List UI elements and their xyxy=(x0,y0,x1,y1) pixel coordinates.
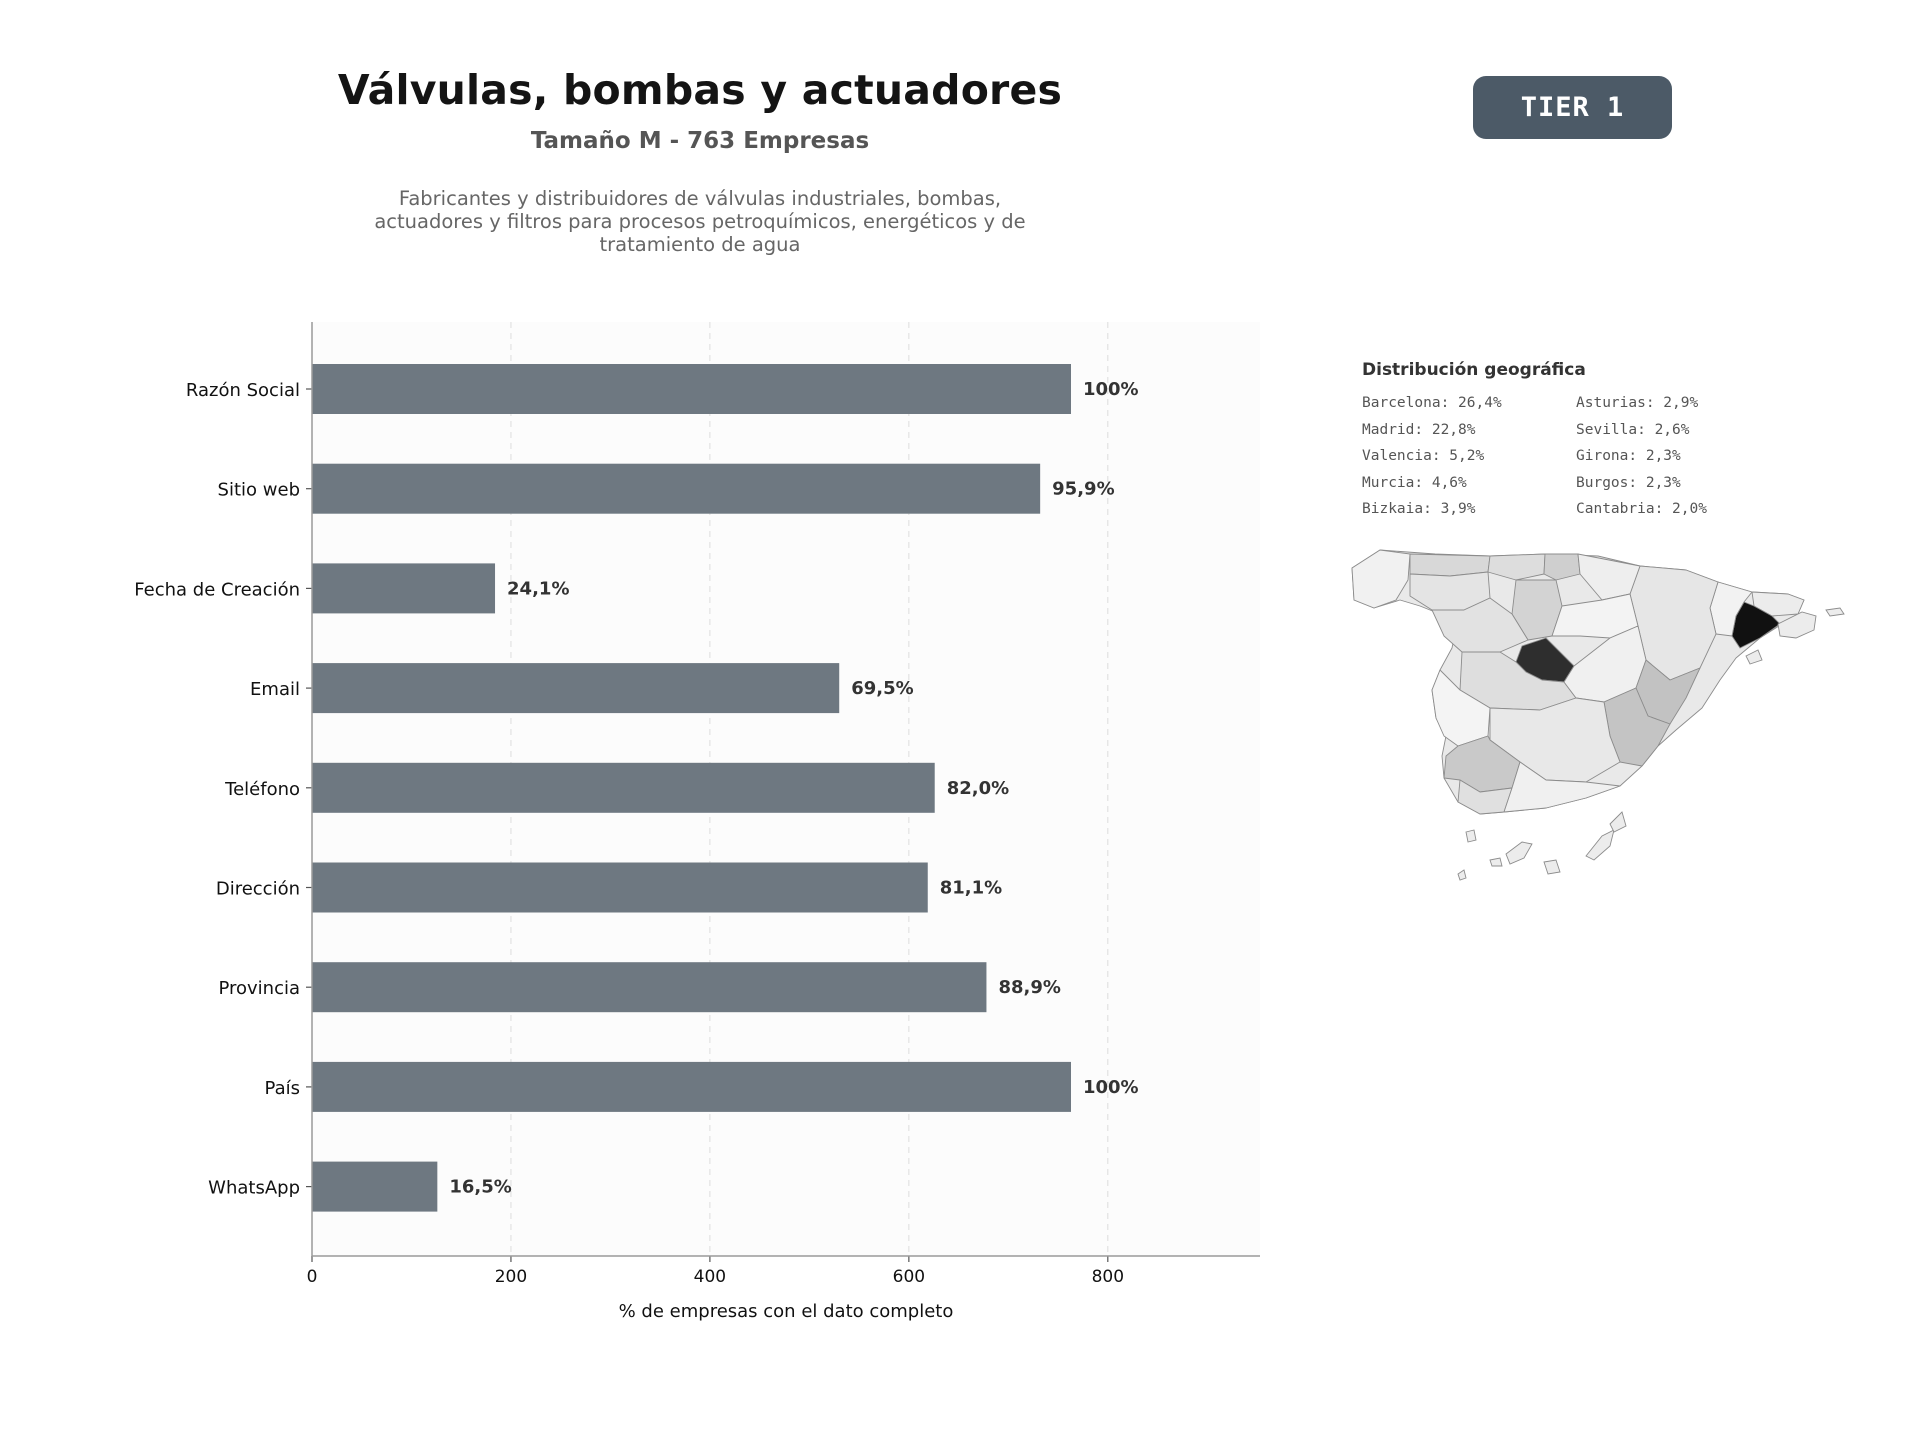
geo-item: Cantabria: 2,0% xyxy=(1576,501,1707,517)
bar xyxy=(312,563,496,614)
spain-provinces-map xyxy=(1351,549,1845,881)
map-mallorca xyxy=(1777,611,1817,639)
bar xyxy=(312,962,987,1013)
geo-item: Burgos: 2,3% xyxy=(1576,474,1681,491)
map-ibiza xyxy=(1745,649,1763,665)
map-canary-d xyxy=(1543,859,1561,875)
category-label: WhatsApp xyxy=(208,1178,300,1199)
x-tick-label: 200 xyxy=(495,1267,527,1287)
map-canary-a xyxy=(1465,829,1477,843)
sector-description: Fabricantes y distribuidores de válvulas… xyxy=(374,187,1026,256)
category-label: Sitio web xyxy=(218,480,300,501)
category-label: Teléfono xyxy=(224,779,300,800)
bar xyxy=(312,1161,438,1212)
geo-item: Valencia: 5,2% xyxy=(1362,448,1485,464)
geo-item: Asturias: 2,9% xyxy=(1576,395,1699,411)
category-label: Provincia xyxy=(218,978,300,999)
geo-item: Barcelona: 26,4% xyxy=(1362,395,1502,411)
map-canary-g xyxy=(1457,869,1467,881)
x-tick-label: 400 xyxy=(694,1267,726,1287)
completeness-bar-chart: 100% 95,9% 24,1% 69,5% 82,0% 81,1% 88,9% 100% 16… xyxy=(134,322,1260,1322)
bar xyxy=(312,364,1071,414)
geo-item: Sevilla: 2,6% xyxy=(1576,421,1690,438)
tier-badge: TIER 1 xyxy=(1473,76,1672,139)
bar-data-label: 88,9% xyxy=(998,977,1060,998)
x-tick-label: 800 xyxy=(1092,1267,1124,1287)
map-cantabria xyxy=(1487,553,1546,581)
bars xyxy=(312,364,1071,1212)
page-subtitle: Tamaño M - 763 Empresas xyxy=(530,128,870,154)
map-canary-c xyxy=(1505,841,1533,865)
bar-data-label: 16,5% xyxy=(449,1177,511,1198)
bar xyxy=(312,762,935,813)
page-title: Válvulas, bombas y actuadores xyxy=(337,66,1063,114)
x-tick-label: 600 xyxy=(893,1267,925,1287)
bar xyxy=(312,862,928,913)
category-labels: Razón Social Sitio web Fecha de Creación Em… xyxy=(134,380,312,1199)
bar-data-label: 82,0% xyxy=(947,778,1009,799)
category-label: Email xyxy=(250,679,300,700)
bar xyxy=(312,663,840,714)
category-label: País xyxy=(265,1078,300,1099)
map-canary-f xyxy=(1609,811,1627,833)
bar xyxy=(312,463,1041,514)
geo-item: Girona: 2,3% xyxy=(1576,448,1681,464)
bar-data-label: 95,9% xyxy=(1052,479,1114,500)
map-menorca xyxy=(1825,607,1845,617)
category-label: Dirección xyxy=(216,879,300,900)
map-canary-b xyxy=(1489,857,1503,867)
geo-item: Madrid: 22,8% xyxy=(1362,421,1476,438)
bar-data-label: 81,1% xyxy=(940,878,1002,899)
geo-list: Barcelona: 26,4% Asturias: 2,9% Madrid: … xyxy=(1362,395,1782,519)
map-galicia xyxy=(1351,549,1411,609)
map-bizkaia xyxy=(1543,553,1581,581)
x-axis-label: % de empresas con el dato completo xyxy=(619,1301,954,1322)
bar-data-label: 100% xyxy=(1083,1077,1139,1098)
geo-item: Bizkaia: 3,9% xyxy=(1362,501,1476,517)
bar-data-label: 24,1% xyxy=(507,578,569,599)
category-label: Fecha de Creación xyxy=(134,579,300,600)
map-canary-e xyxy=(1585,829,1615,861)
category-label: Razón Social xyxy=(186,380,300,401)
bar xyxy=(312,1061,1071,1112)
x-tick-label: 0 xyxy=(307,1267,318,1287)
geo-distribution-panel: Distribución geográfica Barcelona: 26,4%… xyxy=(1362,360,1782,519)
geo-title: Distribución geográfica xyxy=(1362,360,1586,380)
map-malaga-zone xyxy=(1503,761,1621,813)
data-labels: 100% 95,9% 24,1% 69,5% 82,0% 81,1% 88,9% 100% 16… xyxy=(449,379,1138,1198)
bar-data-label: 100% xyxy=(1083,379,1139,400)
map-valladolid-zone xyxy=(1431,597,1529,653)
bar-data-label: 69,5% xyxy=(851,678,913,699)
x-tick-labels: 0 200 400 600 800 xyxy=(307,1256,1124,1287)
geo-item: Murcia: 4,6% xyxy=(1362,474,1467,491)
